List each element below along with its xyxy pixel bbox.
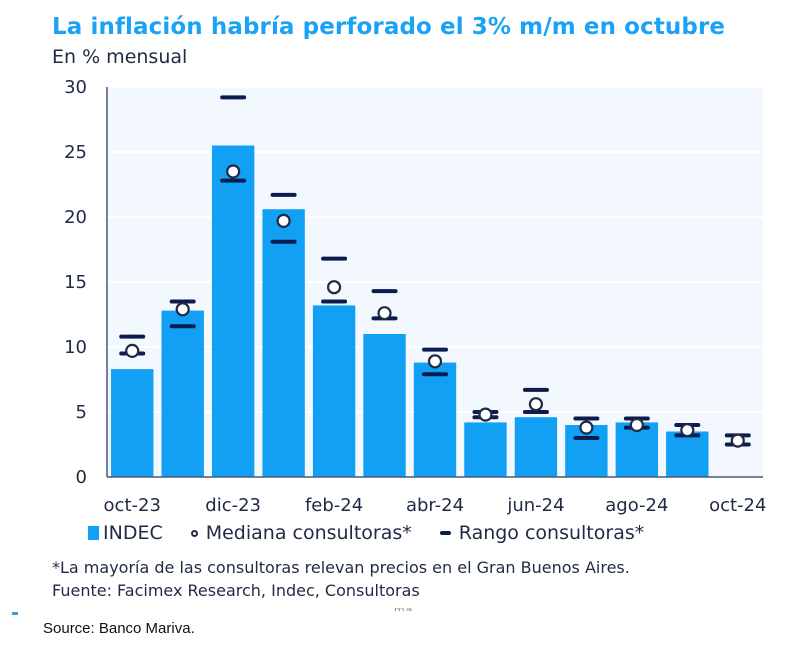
x-tick-label: abr-24 <box>406 495 464 516</box>
y-tick-label: 20 <box>64 207 87 228</box>
x-tick-label: dic-23 <box>205 495 261 516</box>
image-source: Source: Banco Mariva. <box>43 620 195 637</box>
median-point <box>276 213 291 228</box>
chart-legend: INDEC Mediana consultoras* Rango consult… <box>88 522 672 544</box>
bar-indec <box>363 334 406 477</box>
bar-indec <box>211 145 255 477</box>
stray-mark <box>12 612 18 615</box>
x-tick-label: oct-23 <box>104 495 161 516</box>
median-point <box>730 433 745 448</box>
y-tick-label: 0 <box>76 467 87 488</box>
y-tick-label: 25 <box>64 142 87 163</box>
dash-marker-icon <box>439 531 451 535</box>
x-tick-label: oct-24 <box>709 495 766 516</box>
bar-indec <box>514 417 558 477</box>
bar-swatch-icon <box>88 526 99 540</box>
bar-indec <box>111 369 154 477</box>
y-tick-label: 5 <box>76 402 87 423</box>
legend-label-rango: Rango consultoras* <box>458 522 645 544</box>
median-point <box>528 397 544 412</box>
chart-title: La inflación habría perforado el 3% m/m … <box>52 14 726 40</box>
source-note: Fuente: Facimex Research, Indec, Consult… <box>52 581 420 600</box>
median-point <box>427 354 443 369</box>
legend-label-indec: INDEC <box>103 522 163 544</box>
median-point <box>175 302 190 317</box>
x-tick-label: jun-24 <box>506 495 564 516</box>
median-point <box>377 306 392 321</box>
legend-item-indec: INDEC <box>88 522 163 544</box>
median-point <box>326 280 342 295</box>
stray-text: ma <box>394 606 414 613</box>
bar-indec <box>312 305 356 477</box>
x-tick-label: ago-24 <box>605 495 668 516</box>
median-point <box>478 407 493 422</box>
bar-indec <box>161 310 204 477</box>
median-point <box>125 343 140 358</box>
x-tick-label: feb-24 <box>305 495 363 516</box>
median-point <box>579 420 594 435</box>
bar-indec <box>413 362 457 477</box>
footnote: *La mayoría de las consultoras relevan p… <box>52 558 630 577</box>
legend-item-mediana: Mediana consultoras* <box>190 522 412 544</box>
median-point <box>226 164 241 179</box>
chart-subtitle: En % mensual <box>52 46 188 68</box>
y-tick-label: 30 <box>64 77 87 98</box>
legend-label-mediana: Mediana consultoras* <box>205 522 412 544</box>
y-tick-label: 15 <box>64 272 87 293</box>
legend-item-rango: Rango consultoras* <box>439 522 645 544</box>
y-tick-label: 10 <box>64 337 87 358</box>
bar-indec <box>464 422 507 477</box>
circle-marker-icon <box>190 529 198 537</box>
median-point <box>629 417 644 433</box>
inflation-chart: 0 5 10 15 20 25 30 oct-23 dic-23 feb-24 abr-24 jun… <box>64 77 766 516</box>
bar-indec <box>666 431 709 477</box>
bar-indec <box>262 209 305 477</box>
median-point <box>680 423 695 438</box>
